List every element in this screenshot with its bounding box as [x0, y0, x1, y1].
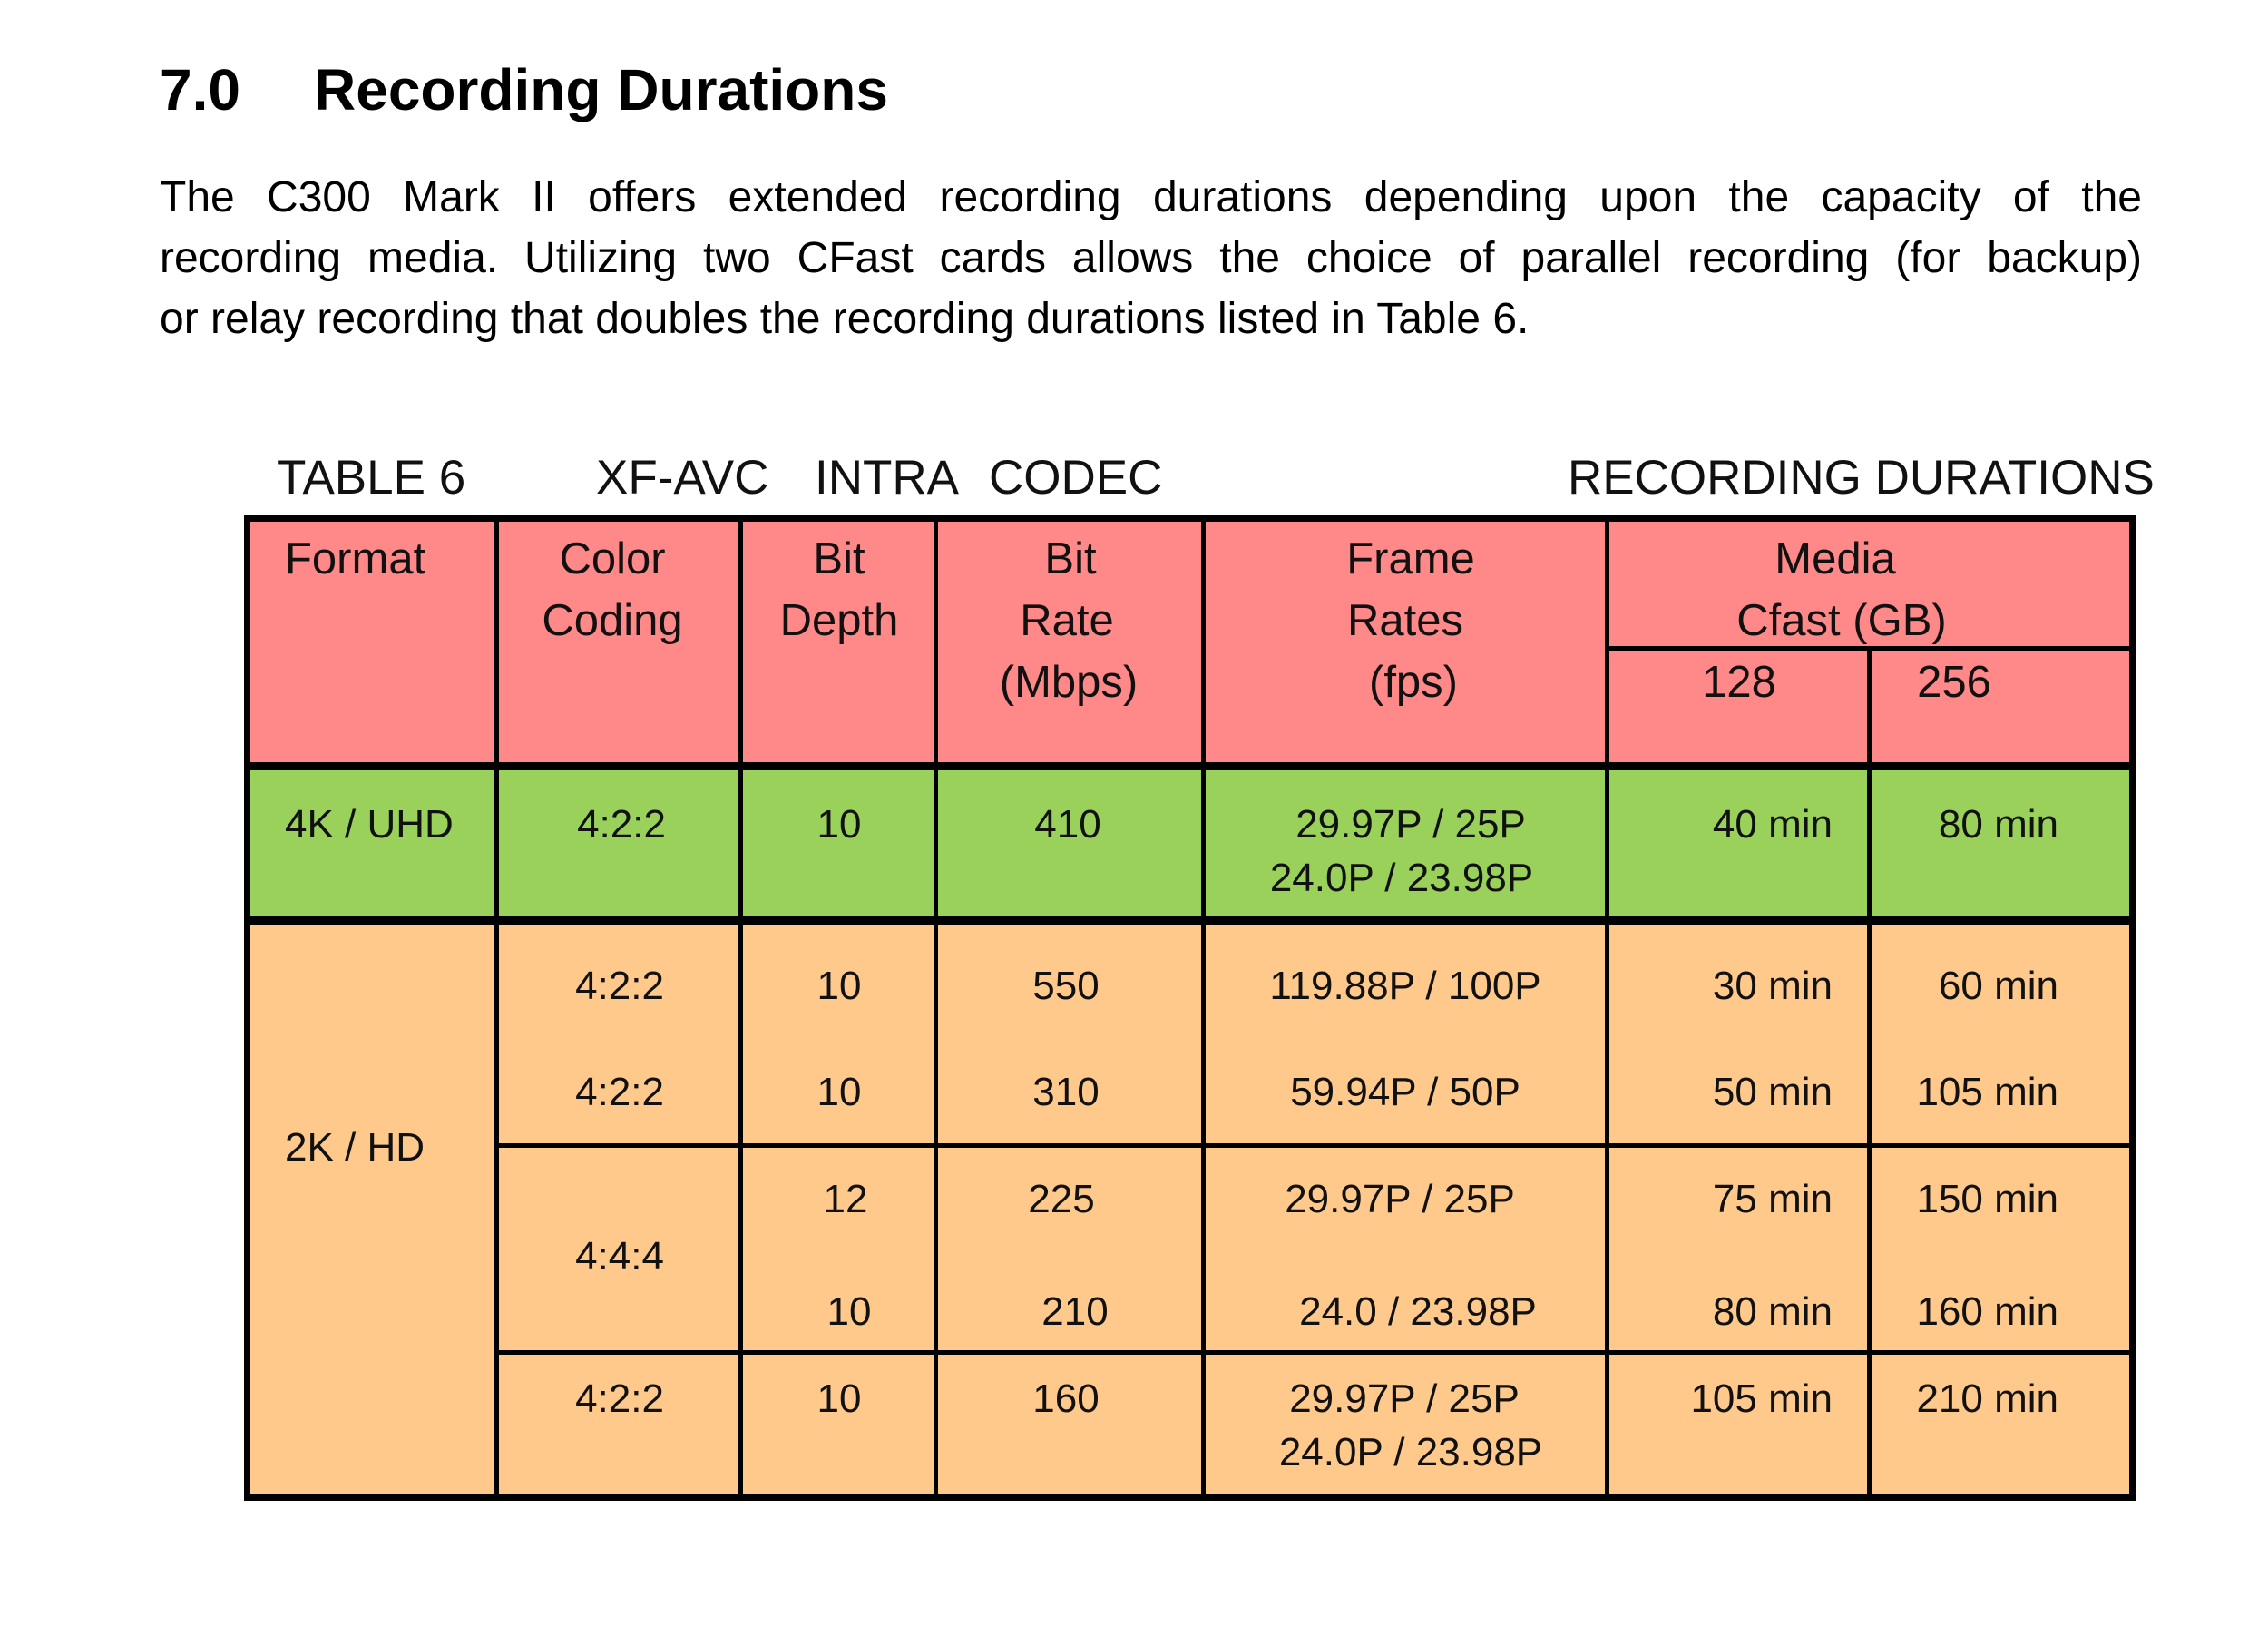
hd-format: 2K / HD: [285, 1125, 425, 1170]
hd-rate: 225: [1028, 1177, 1095, 1221]
uhd-duration-128: 40 min: [1712, 802, 1833, 847]
hd-duration-256: 160 min: [1916, 1289, 2058, 1334]
hd-depth: 10: [826, 1289, 872, 1334]
header-media: Media: [1774, 534, 1896, 583]
uhd-format: 4K / UHD: [285, 802, 454, 847]
uhd-fps: 24.0P / 23.98P: [1269, 856, 1534, 900]
hd-duration-128: 30 min: [1712, 964, 1833, 1008]
hd-rate: 210: [1041, 1289, 1109, 1334]
hd-duration-128: 75 min: [1712, 1177, 1833, 1221]
paragraph-line: or relay recording that doubles the reco…: [160, 295, 1530, 343]
hd-duration-256: 210 min: [1916, 1376, 2058, 1421]
table-caption-codec: CODEC: [989, 451, 1163, 504]
table-caption-codec: XF-AVC: [596, 451, 769, 504]
uhd-row-background: [247, 767, 2132, 921]
uhd-duration-256: 80 min: [1938, 802, 2058, 847]
hd-duration-128: 105 min: [1690, 1376, 1833, 1421]
hd-rate: 310: [1032, 1070, 1100, 1114]
section-title: Recording Durations: [314, 57, 888, 122]
header-media: Cfast (GB): [1736, 596, 1947, 645]
header-color-coding: Coding: [542, 596, 683, 645]
hd-fps: 29.97P / 25P: [1289, 1376, 1520, 1421]
hd-depth: 12: [823, 1177, 868, 1221]
hd-fps: 29.97P / 25P: [1285, 1177, 1515, 1221]
header-bit-depth: Depth: [779, 596, 899, 645]
hd-duration-256: 105 min: [1916, 1070, 2058, 1114]
hd-color: 4:4:4: [575, 1234, 664, 1278]
hd-duration-128: 50 min: [1712, 1070, 1833, 1114]
hd-duration-256: 60 min: [1938, 964, 2058, 1008]
header-format: Format: [285, 534, 426, 583]
header-frame-rates: Rates: [1346, 596, 1464, 645]
hd-fps: 24.0P / 23.98P: [1278, 1430, 1543, 1474]
hd-fps: 59.94P / 50P: [1290, 1070, 1520, 1114]
header-bit-rate: Bit: [1044, 534, 1097, 583]
table-caption-codec: INTRA: [815, 451, 959, 504]
hd-rate: 160: [1032, 1376, 1100, 1421]
uhd-fps: 29.97P / 25P: [1295, 802, 1526, 847]
paragraph-line: recording media. Utilizing two CFast car…: [160, 234, 2142, 282]
hd-rows-background: [247, 921, 2132, 1498]
hd-fps: 119.88P / 100P: [1269, 964, 1541, 1008]
header-bit-rate: Rate: [1020, 596, 1114, 645]
hd-color: 4:2:2: [575, 964, 664, 1008]
hd-fps: 24.0 / 23.98P: [1299, 1289, 1537, 1334]
uhd-depth: 10: [816, 802, 862, 847]
table-caption-label: TABLE 6: [277, 451, 466, 504]
section-number: 7.0: [160, 57, 240, 122]
header-bit-depth: Bit: [813, 534, 865, 583]
hd-depth: 10: [816, 964, 862, 1008]
hd-rate: 550: [1032, 964, 1100, 1008]
header-background: [247, 519, 2132, 767]
header-color-coding: Color: [559, 534, 666, 583]
header-frame-rates: Frame: [1346, 534, 1475, 583]
header-size-128: 128: [1702, 658, 1776, 707]
header-frame-rates: (fps): [1369, 658, 1458, 707]
hd-depth: 10: [816, 1070, 862, 1114]
uhd-rate: 410: [1034, 802, 1101, 847]
header-size-256: 256: [1917, 658, 1991, 707]
hd-color: 4:2:2: [575, 1376, 664, 1421]
table-caption-right: RECORDING DURATIONS: [1568, 451, 2155, 504]
hd-duration-128: 80 min: [1712, 1289, 1833, 1334]
hd-duration-256: 150 min: [1916, 1177, 2058, 1221]
header-bit-rate: (Mbps): [999, 658, 1139, 707]
hd-depth: 10: [816, 1376, 862, 1421]
paragraph-line: The C300 Mark II offers extended recordi…: [160, 173, 2142, 221]
hd-color: 4:2:2: [575, 1070, 664, 1114]
uhd-color: 4:2:2: [577, 802, 666, 847]
